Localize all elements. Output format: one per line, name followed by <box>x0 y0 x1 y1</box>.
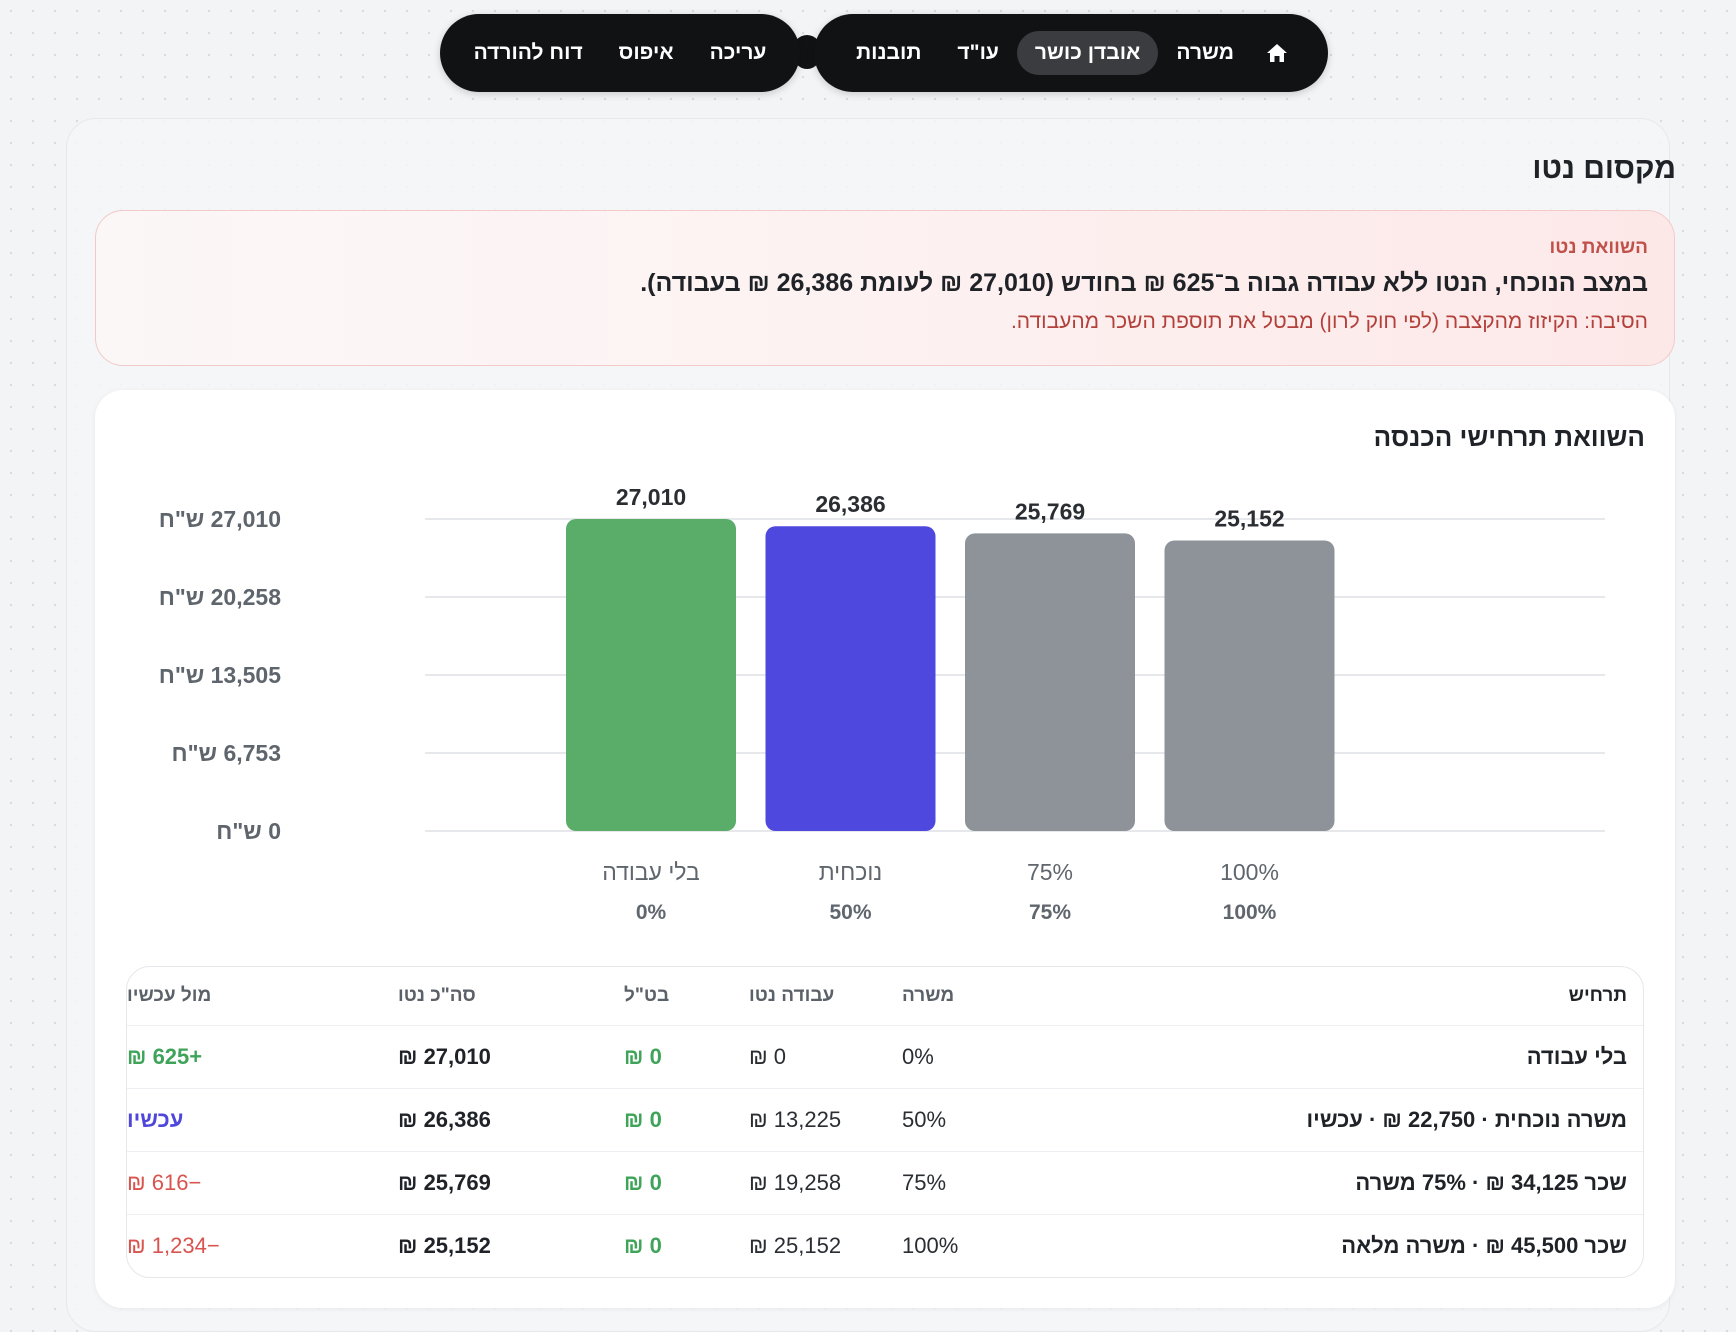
col-header-job: משרה <box>902 967 1055 1026</box>
col-header-work-net: עבודה נטו <box>749 967 902 1026</box>
chart-bar <box>965 533 1135 831</box>
cell-vs-now: −616 ₪ <box>127 1151 398 1215</box>
x-category-label: 75% <box>1027 859 1073 885</box>
table-row: שכר 45,500 ₪ · משרה מלאה 100% 25,152 ₪ 0… <box>127 1214 1643 1277</box>
cell-vs-now: עכשיו <box>127 1088 398 1152</box>
scenario-table: תרחיש משרה עבודה נטו בט"ל סה"כ נטו מול ע… <box>126 966 1644 1278</box>
col-header-btl: בט"ל <box>624 967 749 1026</box>
nav-item-job[interactable]: משרה <box>1176 41 1234 64</box>
bar-value-label: 26,386 <box>815 491 885 517</box>
nav-item-disability[interactable]: אובדן כושר <box>1016 31 1159 75</box>
cell-total-net: 25,152 ₪ <box>398 1232 491 1258</box>
chart-title: השוואת תרחישי הכנסה <box>1373 422 1645 452</box>
cell-scenario: בלי עבודה <box>1055 1025 1643 1089</box>
x-category-label: בלי עבודה <box>602 859 700 885</box>
cell-job: 50% <box>902 1088 1055 1152</box>
cell-btl: 0 ₪ <box>624 1025 749 1089</box>
cell-scenario: שכר 34,125 ₪ · 75% משרה <box>1055 1151 1643 1215</box>
cell-work-net: 25,152 ₪ <box>749 1232 842 1258</box>
scenario-chart-card: השוואת תרחישי הכנסה 0 ש"ח 6,753 ש"ח 13,505… <box>95 390 1675 1308</box>
x-category-label: נוכחית <box>819 859 883 885</box>
x-sublabel: 75% <box>1029 901 1071 924</box>
alert-reason: הסיבה: הקיזוז מהקצבה (לפי חוק לרון) מבטל… <box>1010 310 1648 333</box>
alert-eyebrow: השוואת נטו <box>1549 237 1648 258</box>
reset-button[interactable]: איפוס <box>618 41 674 64</box>
table-header-row: תרחיש משרה עבודה נטו בט"ל סה"כ נטו מול ע… <box>127 967 1643 1026</box>
cell-vs-now: −1,234 ₪ <box>127 1232 220 1258</box>
cell-job: 75% <box>902 1151 1055 1215</box>
cell-btl: 0 ₪ <box>624 1151 749 1215</box>
table-row: בלי עבודה 0% 0 ₪ 0 ₪ 27,010 ₪ +625 ₪ <box>127 1025 1643 1089</box>
chart-bar <box>1164 540 1335 831</box>
x-sublabel: 50% <box>829 901 871 924</box>
cell-total-net: 27,010 ₪ <box>398 1025 624 1089</box>
edit-button[interactable]: עריכה <box>709 41 767 64</box>
download-report-button[interactable]: דוח להורדה <box>473 41 583 64</box>
bar-value-label: 27,010 <box>616 484 686 510</box>
cell-scenario: משרה נוכחית · 22,750 ₪ · עכשיו <box>1055 1088 1643 1152</box>
x-sublabel: 0% <box>636 901 667 924</box>
actions-nav: עריכה איפוס דוח להורדה <box>440 14 800 92</box>
scenario-bar-chart: 0 ש"ח 6,753 ש"ח 13,505 ש"ח 20,258 ש"ח 27,010… <box>159 484 1605 924</box>
cell-btl: 0 ₪ <box>624 1088 749 1152</box>
table-row: משרה נוכחית · 22,750 ₪ · עכשיו 50% 13,22… <box>127 1088 1643 1152</box>
bar-value-label: 25,769 <box>1015 498 1085 524</box>
y-tick-label: 27,010 ש"ח <box>159 506 281 532</box>
cell-work-net: 19,258 ₪ <box>749 1151 902 1215</box>
col-header-vs-now: מול עכשיו <box>127 967 398 1026</box>
page-title: מקסום נטו <box>1532 152 1676 185</box>
cell-job: 100% <box>902 1232 959 1258</box>
cell-btl: 0 ₪ <box>624 1232 662 1258</box>
y-tick-label: 20,258 ש"ח <box>159 584 281 610</box>
x-category-label: 100% <box>1220 859 1279 885</box>
cell-scenario: שכר 45,500 ₪ · משרה מלאה <box>1341 1232 1627 1258</box>
net-comparison-alert: השוואת נטו במצב הנוכחי, הנטו ללא עבודה ג… <box>95 210 1675 366</box>
chart-bar <box>765 526 936 831</box>
nav-item-lawyer[interactable]: עו"ד <box>957 41 999 64</box>
alert-headline: במצב הנוכחי, הנטו ללא עבודה גבוה ב־625 ₪… <box>640 269 1648 297</box>
main-nav: משרה אובדן כושר עו"ד תובנות <box>814 14 1328 92</box>
cell-total-net: 26,386 ₪ <box>398 1088 624 1152</box>
cell-vs-now: +625 ₪ <box>127 1025 398 1089</box>
x-sublabel: 100% <box>1223 901 1277 924</box>
y-tick-label: 0 ש"ח <box>216 818 281 844</box>
table-row: שכר 34,125 ₪ · 75% משרה 75% 19,258 ₪ 0 ₪… <box>127 1151 1643 1215</box>
cell-work-net: 0 ₪ <box>749 1025 902 1089</box>
y-tick-label: 13,505 ש"ח <box>159 662 281 688</box>
cell-total-net: 25,769 ₪ <box>398 1151 624 1215</box>
cell-job: 0% <box>902 1025 1055 1089</box>
cell-work-net: 13,225 ₪ <box>749 1088 902 1152</box>
col-header-scenario: תרחיש <box>1055 967 1643 1026</box>
y-tick-label: 6,753 ש"ח <box>172 740 281 766</box>
col-header-total-net: סה"כ נטו <box>398 967 624 1026</box>
home-icon[interactable] <box>1252 31 1302 75</box>
bar-value-label: 25,152 <box>1214 505 1284 531</box>
chart-bar <box>566 519 736 831</box>
nav-item-insights[interactable]: תובנות <box>856 41 922 64</box>
